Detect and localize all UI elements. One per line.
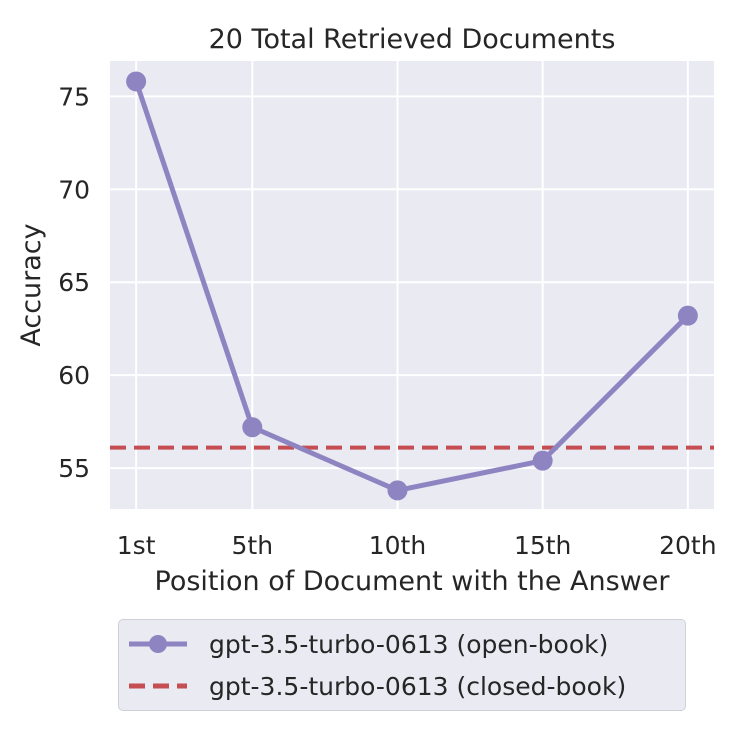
legend-item-open-book: gpt-3.5-turbo-0613 (open-book) (119, 624, 608, 664)
legend-item-closed-book: gpt-3.5-turbo-0613 (closed-book) (119, 666, 626, 706)
data-point-open-book (677, 305, 698, 326)
x-axis-label: Position of Document with the Answer (155, 566, 671, 597)
y-tick-label: 75 (58, 82, 90, 111)
plot-background (110, 61, 714, 509)
y-tick-label: 70 (58, 175, 90, 204)
x-tick-label: 5th (232, 531, 274, 560)
data-point-open-book (532, 450, 553, 471)
x-tick-label: 1st (117, 531, 156, 560)
series-layer (110, 71, 714, 501)
y-tick-label: 65 (58, 268, 90, 297)
x-tick-label: 10th (369, 531, 426, 560)
legend-swatch-line-marker (129, 635, 187, 653)
data-point-open-book (242, 417, 263, 438)
legend-swatch-dashed-line (129, 683, 187, 689)
legend-label-open-book: gpt-3.5-turbo-0613 (open-book) (209, 629, 609, 659)
x-tick-label: 20th (659, 531, 716, 560)
legend: gpt-3.5-turbo-0613 (open-book) gpt-3.5-t… (118, 619, 686, 711)
y-tick-label: 55 (58, 454, 90, 483)
data-point-open-book (126, 71, 147, 92)
data-point-open-book (387, 480, 408, 501)
chart-title: 20 Total Retrieved Documents (209, 24, 616, 55)
x-tick-label: 15th (514, 531, 571, 560)
legend-label-closed-book: gpt-3.5-turbo-0613 (closed-book) (209, 671, 627, 701)
y-tick-label: 60 (58, 361, 90, 390)
tick-labels: 55 60 65 70 75 1st 5th 10th 15th 20th (58, 82, 716, 560)
y-axis-label: Accuracy (16, 223, 47, 346)
